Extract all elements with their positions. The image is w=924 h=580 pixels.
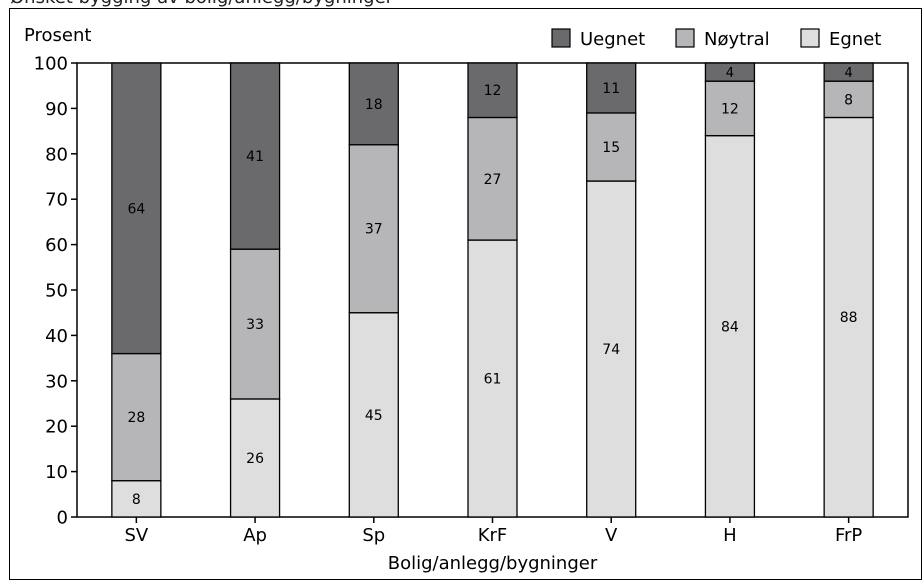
data-label: 74	[602, 342, 620, 358]
y-tick-label: 100	[34, 54, 68, 75]
y-tick-label: 50	[45, 281, 68, 302]
x-tick-label: V	[605, 525, 618, 546]
bar-segment-egnet	[586, 180, 637, 518]
data-label: 64	[127, 201, 145, 217]
bar-segment-nøytral	[111, 352, 162, 482]
y-tick-label: 20	[45, 417, 68, 438]
data-label: 8	[132, 492, 141, 508]
bar-segment-nøytral	[229, 248, 281, 400]
legend-label: Nøytral	[704, 29, 770, 50]
bar-segment-egnet	[229, 398, 281, 518]
bar-segment-uegnet	[111, 62, 162, 355]
x-tick-label: SV	[124, 525, 148, 546]
bar-segment-nøytral	[586, 112, 637, 182]
data-label: 8	[844, 92, 853, 108]
y-tick-label: 10	[45, 462, 68, 483]
data-label: 11	[602, 81, 620, 97]
figure-caption: Ønsket bygging av bolig/anlegg/bygninger	[10, 0, 393, 8]
data-label: 4	[845, 66, 853, 81]
bar-segment-uegnet	[229, 62, 281, 250]
x-tick-label: Sp	[362, 525, 385, 546]
data-label: 41	[246, 149, 264, 165]
data-label: 45	[365, 408, 383, 424]
y-tick-label: 70	[45, 190, 68, 211]
data-label: 18	[365, 97, 383, 113]
y-tick-label: 0	[57, 508, 68, 529]
data-label: 88	[840, 310, 858, 326]
data-label: 4	[726, 66, 734, 81]
x-tick-label: H	[723, 525, 737, 546]
x-tick-label: FrP	[835, 525, 862, 546]
x-axis-label: Bolig/anlegg/bygninger	[388, 553, 598, 574]
legend-label: Egnet	[829, 29, 881, 50]
bar-segment-uegnet	[348, 62, 399, 146]
bar-segment-uegnet	[586, 62, 637, 114]
y-tick-label: 80	[45, 144, 68, 165]
data-label: 33	[246, 317, 264, 333]
y-tick-label: 30	[45, 371, 68, 392]
data-label: 15	[602, 140, 620, 156]
data-label: 26	[246, 451, 264, 467]
x-tick-label: Ap	[243, 525, 267, 546]
data-label: 84	[721, 319, 739, 335]
y-tick-label: 40	[45, 326, 68, 347]
bar-segment-uegnet	[704, 62, 756, 82]
bar-segment-uegnet	[467, 62, 518, 119]
legend-swatch-nøytral	[675, 28, 695, 48]
legend-swatch-egnet	[800, 28, 820, 48]
y-axis-label: Prosent	[24, 25, 91, 46]
legend: Uegnet Nøytral Egnet	[551, 28, 881, 50]
y-tick-label: 60	[45, 235, 68, 256]
data-label: 12	[484, 83, 502, 99]
y-tick-label: 90	[45, 99, 68, 120]
plot-layer: 0 10 20 30 40 50 60 70 80 90 100 8 28 64 SV 26 33 41 Ap 45 3…	[34, 54, 909, 546]
legend-swatch-uegnet	[551, 28, 571, 48]
bar-segment-nøytral	[348, 144, 399, 314]
bar-segment-nøytral	[823, 80, 874, 119]
bar-segment-uegnet	[823, 62, 874, 82]
data-label: 37	[365, 222, 383, 238]
x-tick-label: KrF	[478, 525, 508, 546]
data-label: 12	[721, 101, 739, 117]
data-label: 27	[484, 172, 502, 188]
bar-segment-egnet	[704, 134, 756, 518]
data-label: 28	[127, 410, 145, 426]
legend-label: Uegnet	[580, 29, 645, 50]
data-label: 61	[484, 372, 502, 388]
